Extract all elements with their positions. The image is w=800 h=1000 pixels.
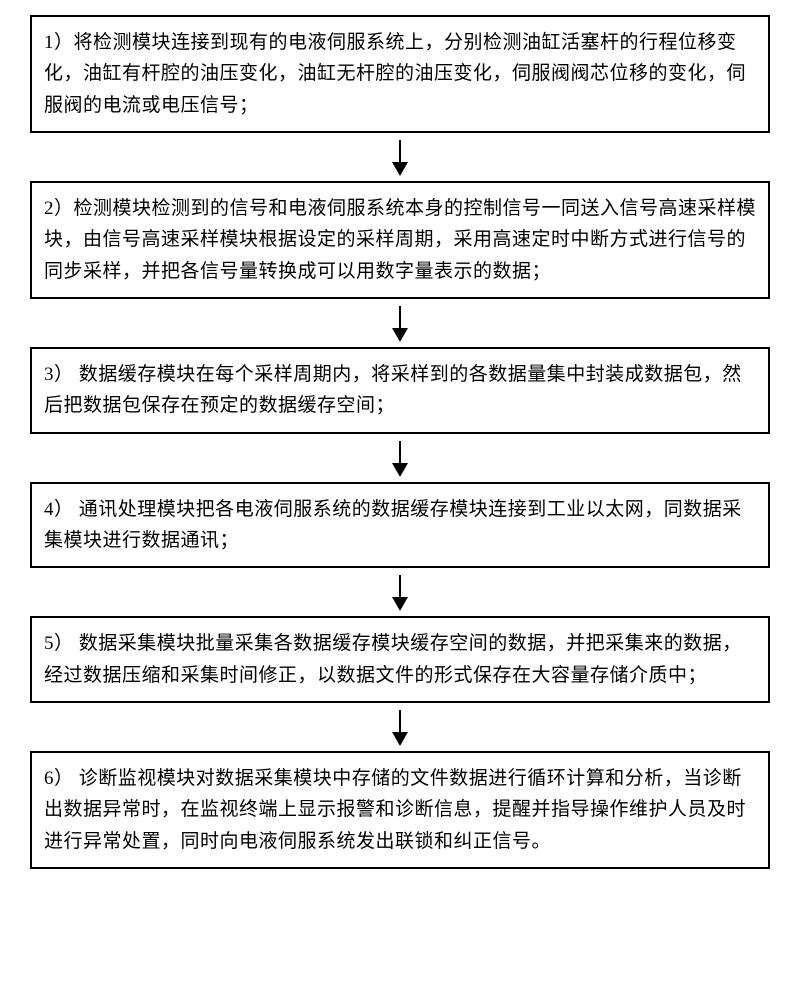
step-box-1: 1）将检测模块连接到现有的电液伺服系统上，分别检测油缸活塞杆的行程位移变化，油缸… bbox=[30, 15, 770, 133]
step-text-6: 6） 诊断监视模块对数据采集模块中存储的文件数据进行循环计算和分析，当诊断出数据… bbox=[44, 768, 746, 852]
step-text-2: 2）检测模块检测到的信号和电液伺服系统本身的控制信号一同送入信号高速采样模块，由… bbox=[44, 198, 756, 282]
step-box-3: 3） 数据缓存模块在每个采样周期内，将采样到的各数据量集中封装成数据包，然后把数… bbox=[30, 347, 770, 434]
flowchart-container: 1）将检测模块连接到现有的电液伺服系统上，分别检测油缸活塞杆的行程位移变化，油缸… bbox=[25, 15, 775, 869]
step-text-5: 5） 数据采集模块批量采集各数据缓存模块缓存空间的数据，并把采集来的数据，经过数… bbox=[44, 633, 742, 685]
arrow-3 bbox=[399, 434, 401, 482]
step-box-2: 2）检测模块检测到的信号和电液伺服系统本身的控制信号一同送入信号高速采样模块，由… bbox=[30, 181, 770, 299]
arrow-4 bbox=[399, 568, 401, 616]
arrow-1 bbox=[399, 133, 401, 181]
step-text-3: 3） 数据缓存模块在每个采样周期内，将采样到的各数据量集中封装成数据包，然后把数… bbox=[44, 364, 742, 416]
step-box-5: 5） 数据采集模块批量采集各数据缓存模块缓存空间的数据，并把采集来的数据，经过数… bbox=[30, 616, 770, 703]
arrow-5 bbox=[399, 703, 401, 751]
arrow-line-1 bbox=[399, 140, 401, 174]
step-box-6: 6） 诊断监视模块对数据采集模块中存储的文件数据进行循环计算和分析，当诊断出数据… bbox=[30, 751, 770, 869]
step-text-4: 4） 通讯处理模块把各电液伺服系统的数据缓存模块连接到工业以太网，同数据采集模块… bbox=[44, 499, 742, 551]
step-box-4: 4） 通讯处理模块把各电液伺服系统的数据缓存模块连接到工业以太网，同数据采集模块… bbox=[30, 482, 770, 569]
step-text-1: 1）将检测模块连接到现有的电液伺服系统上，分别检测油缸活塞杆的行程位移变化，油缸… bbox=[44, 32, 746, 116]
arrow-2 bbox=[399, 299, 401, 347]
arrow-line-3 bbox=[399, 441, 401, 475]
arrow-line-2 bbox=[399, 306, 401, 340]
arrow-line-5 bbox=[399, 710, 401, 744]
arrow-line-4 bbox=[399, 575, 401, 609]
